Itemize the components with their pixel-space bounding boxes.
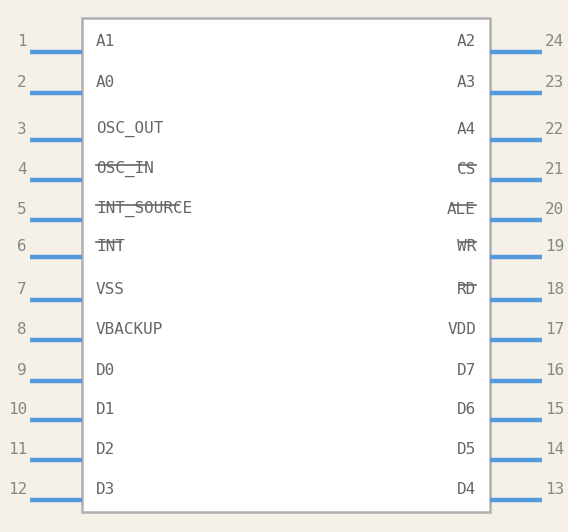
Text: D0: D0 (96, 363, 115, 378)
Text: 23: 23 (545, 75, 564, 90)
Text: 3: 3 (18, 122, 27, 137)
Text: 14: 14 (545, 442, 564, 457)
Text: 20: 20 (545, 202, 564, 217)
Text: 22: 22 (545, 122, 564, 137)
Text: D7: D7 (457, 363, 476, 378)
Text: D3: D3 (96, 482, 115, 497)
Text: 13: 13 (545, 482, 564, 497)
Text: INT: INT (96, 239, 125, 254)
Text: A0: A0 (96, 75, 115, 90)
Text: 5: 5 (18, 202, 27, 217)
Text: D1: D1 (96, 402, 115, 417)
Text: D5: D5 (457, 442, 476, 457)
Text: 8: 8 (18, 322, 27, 337)
Text: 16: 16 (545, 363, 564, 378)
Text: 11: 11 (8, 442, 27, 457)
Text: A1: A1 (96, 34, 115, 49)
Text: 10: 10 (8, 402, 27, 417)
Text: 15: 15 (545, 402, 564, 417)
Text: 12: 12 (8, 482, 27, 497)
Text: 9: 9 (18, 363, 27, 378)
Text: WR: WR (457, 239, 476, 254)
Text: VSS: VSS (96, 282, 125, 297)
Text: D6: D6 (457, 402, 476, 417)
Text: D4: D4 (457, 482, 476, 497)
Text: 4: 4 (18, 162, 27, 177)
Text: A3: A3 (457, 75, 476, 90)
Text: A4: A4 (457, 122, 476, 137)
Text: INT_SOURCE: INT_SOURCE (96, 201, 192, 217)
Text: A2: A2 (457, 34, 476, 49)
Text: 17: 17 (545, 322, 564, 337)
Text: CS: CS (457, 162, 476, 177)
Text: 19: 19 (545, 239, 564, 254)
Text: D2: D2 (96, 442, 115, 457)
Text: 6: 6 (18, 239, 27, 254)
Text: 7: 7 (18, 282, 27, 297)
Text: 18: 18 (545, 282, 564, 297)
Text: VBACKUP: VBACKUP (96, 322, 164, 337)
Text: RD: RD (457, 282, 476, 297)
Text: VDD: VDD (447, 322, 476, 337)
Text: ALE: ALE (447, 202, 476, 217)
Text: 2: 2 (18, 75, 27, 90)
Text: 21: 21 (545, 162, 564, 177)
Text: OSC_IN: OSC_IN (96, 161, 154, 177)
Text: OSC_OUT: OSC_OUT (96, 121, 164, 137)
Text: 24: 24 (545, 34, 564, 49)
Bar (82, 18, 490, 512)
Text: 1: 1 (18, 34, 27, 49)
